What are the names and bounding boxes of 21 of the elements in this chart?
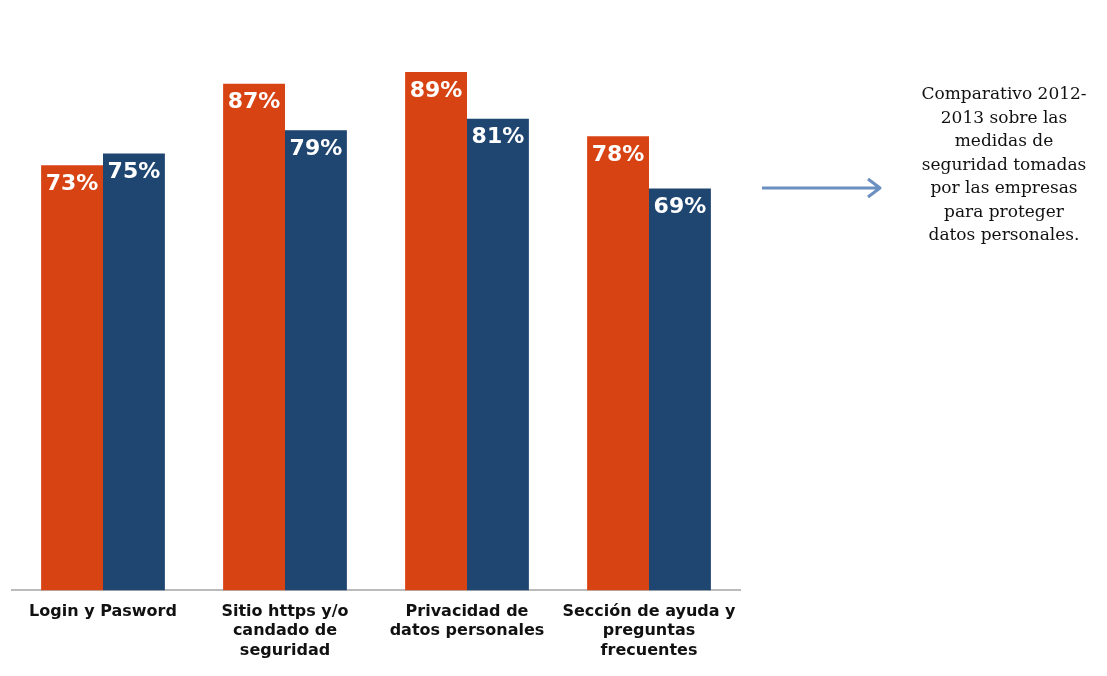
bar bbox=[285, 130, 347, 591]
bar bbox=[41, 165, 103, 591]
data-label: 73% bbox=[45, 169, 99, 195]
data-label: 78% bbox=[591, 140, 645, 166]
bar bbox=[405, 72, 467, 591]
data-label: 87% bbox=[227, 88, 281, 114]
bar bbox=[103, 153, 165, 591]
data-label: 81% bbox=[471, 123, 525, 149]
bar bbox=[649, 188, 711, 591]
x-tick-label: Privacidad de datos personales bbox=[389, 601, 545, 640]
data-label: 69% bbox=[653, 193, 707, 219]
data-label: 89% bbox=[409, 76, 463, 102]
bar bbox=[587, 136, 649, 591]
text: Comparativo 2012-2013 sobre las medidas de seguridad tomadas por las empresas para proteger datos personales. bbox=[920, 82, 1088, 246]
bar bbox=[467, 118, 529, 591]
data-label: 75% bbox=[107, 158, 161, 184]
data-label: 79% bbox=[289, 135, 343, 161]
x-tick-label: Login y Pasword bbox=[29, 601, 177, 621]
bar bbox=[223, 83, 285, 591]
x-tick-label: Sección de ayuda y preguntas frecuentes bbox=[562, 601, 737, 659]
x-tick-label: Sitio https y/o candado de seguridad bbox=[221, 601, 349, 659]
